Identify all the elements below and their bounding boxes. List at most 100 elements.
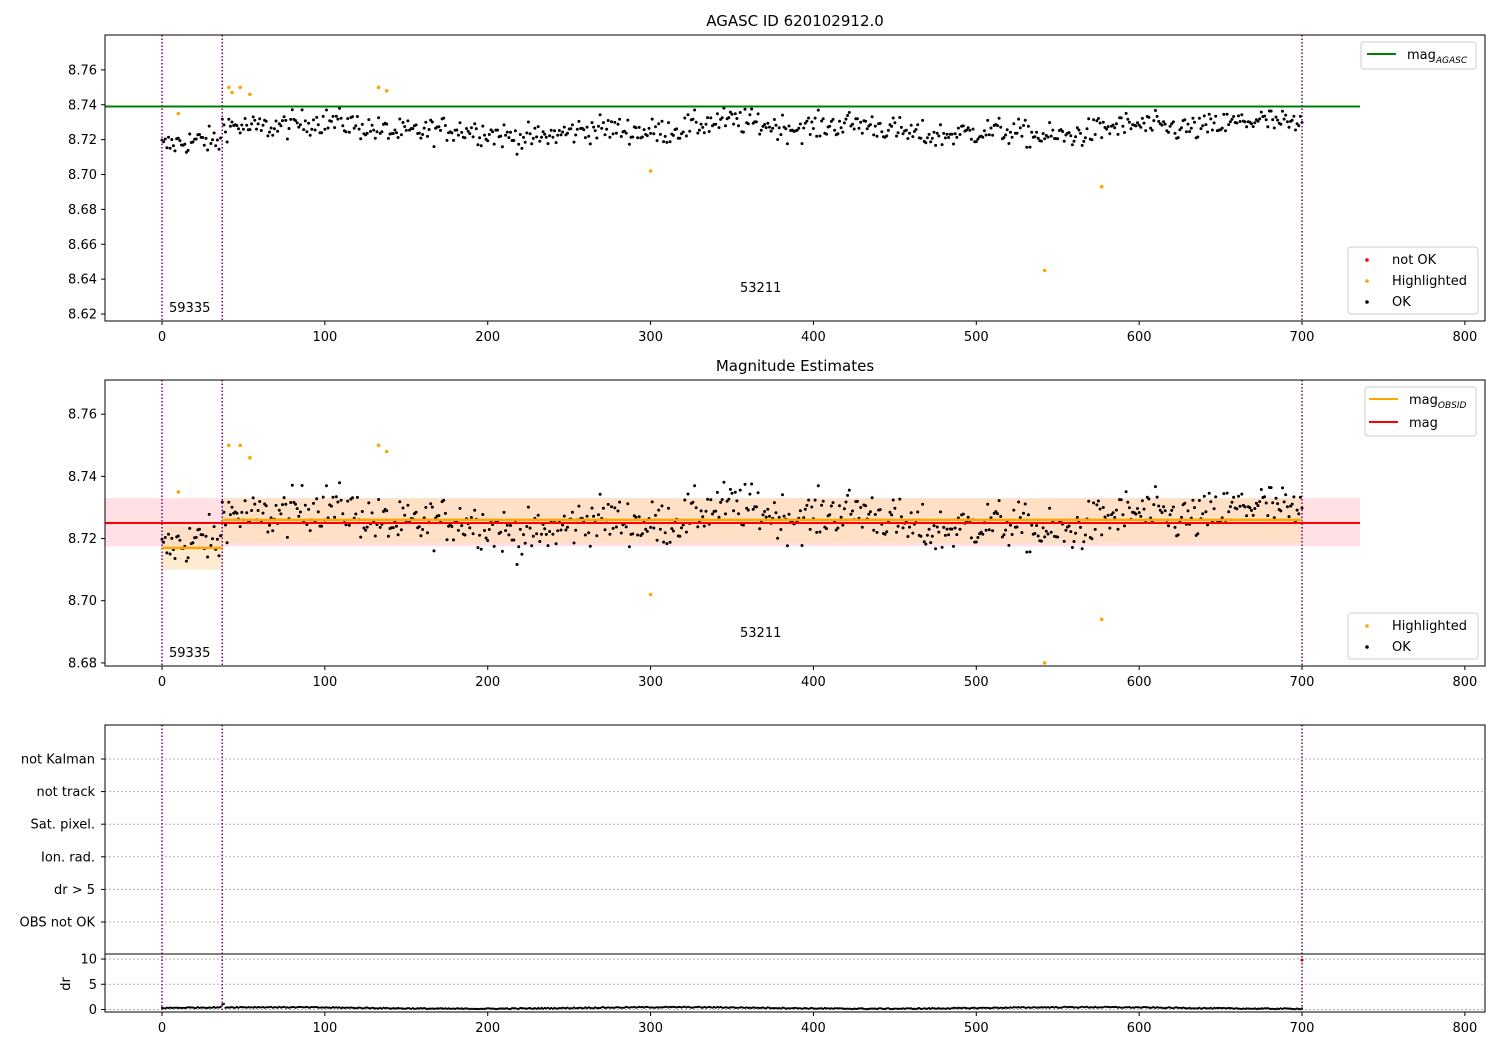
panel3-x-axis: 0 100 200 300 400 500 600 700 800: [158, 1012, 1477, 1036]
ok-point: [1033, 135, 1037, 139]
ok-point: [1204, 123, 1208, 127]
ok-point: [934, 547, 938, 551]
ok-point: [588, 142, 592, 146]
ok-point: [714, 122, 718, 126]
ok-point: [583, 533, 587, 537]
ok-point: [443, 511, 447, 515]
panel2-lines: [105, 380, 1360, 666]
dr-point: [447, 1007, 450, 1010]
ok-point: [860, 131, 864, 135]
ok-point: [323, 127, 327, 131]
ok-point: [624, 131, 628, 135]
ok-point: [1155, 495, 1159, 499]
ok-point: [421, 133, 425, 136]
dr-point: [934, 1007, 937, 1010]
ok-point: [1105, 127, 1109, 131]
ok-point: [473, 122, 477, 126]
dr-point: [742, 1006, 745, 1009]
ok-point: [266, 530, 270, 534]
ok-point: [847, 111, 851, 114]
ok-point: [224, 523, 227, 527]
ok-point: [271, 529, 275, 533]
ok-point: [290, 108, 294, 112]
ok-point: [228, 124, 232, 128]
ok-point: [219, 136, 223, 140]
dr-point: [743, 1006, 747, 1010]
ok-point: [1158, 508, 1162, 512]
ok-point: [1113, 126, 1117, 130]
dr-point: [1279, 1007, 1282, 1010]
ok-point: [1126, 117, 1130, 121]
ok-point: [417, 525, 421, 529]
dr-point: [1245, 1007, 1248, 1010]
highlighted-point: [227, 443, 231, 448]
ok-point: [616, 509, 620, 513]
ok-point: [163, 137, 167, 141]
ok-point: [1100, 136, 1104, 140]
ok-point: [277, 508, 281, 512]
ok-point: [821, 499, 825, 503]
dr-point: [859, 1007, 862, 1010]
ok-point: [1101, 506, 1105, 509]
ok-point: [785, 544, 789, 548]
ok-point: [849, 512, 853, 516]
ok-point: [398, 117, 402, 121]
ok-point: [1012, 508, 1016, 512]
dr-point: [569, 1007, 572, 1010]
panel2-legend-top: magOBSID mag: [1364, 386, 1477, 437]
dr-point: [1045, 1006, 1048, 1009]
ok-point: [582, 128, 586, 132]
ok-point: [816, 484, 820, 488]
ok-point: [191, 541, 195, 545]
ok-point: [779, 528, 783, 531]
dr-point: [1147, 1006, 1150, 1009]
dr-point: [646, 1005, 649, 1009]
dr-point: [455, 1007, 458, 1010]
ok-point: [303, 503, 307, 507]
ok-point: [186, 556, 190, 560]
ok-point: [727, 116, 731, 120]
dr-point: [507, 1007, 510, 1011]
dr-point: [784, 1007, 787, 1010]
ok-point: [1256, 504, 1260, 508]
ok-point: [1002, 136, 1006, 139]
ok-point: [764, 126, 768, 130]
ok-point: [329, 504, 333, 508]
ok-point: [585, 125, 589, 129]
ok-point: [375, 130, 379, 134]
ok-point: [821, 117, 825, 121]
x-tick-label: 300: [638, 675, 663, 690]
ok-point: [1294, 128, 1297, 132]
ok-point: [904, 128, 908, 132]
ok-point: [697, 128, 701, 132]
ok-point: [657, 122, 661, 126]
ok-point: [787, 124, 791, 128]
ok-point: [831, 117, 835, 121]
dr-point: [429, 1007, 432, 1010]
dr-point: [322, 1006, 325, 1009]
ok-point: [1202, 494, 1206, 498]
ok-point: [601, 506, 605, 510]
ok-point: [574, 133, 578, 137]
ok-point: [940, 545, 944, 549]
ok-point: [1163, 122, 1167, 126]
dr-point: [442, 1007, 445, 1010]
ok-point: [859, 506, 863, 509]
ok-point: [297, 125, 301, 129]
ok-point: [499, 530, 503, 534]
flag-label: Sat. pixel.: [31, 818, 95, 833]
dr-point: [248, 1006, 251, 1009]
dr-point: [563, 1007, 566, 1010]
ok-point: [754, 120, 758, 124]
dr-point: [1296, 1007, 1299, 1010]
dr-point: [361, 1007, 364, 1010]
ok-point: [344, 523, 348, 527]
dr-point: [914, 1008, 918, 1011]
ok-point: [538, 540, 542, 543]
ok-point: [1183, 501, 1187, 505]
ok-point: [838, 119, 841, 123]
ok-point: [851, 509, 854, 513]
ok-point: [730, 112, 734, 116]
y-tick-label: 8.74: [68, 98, 97, 113]
